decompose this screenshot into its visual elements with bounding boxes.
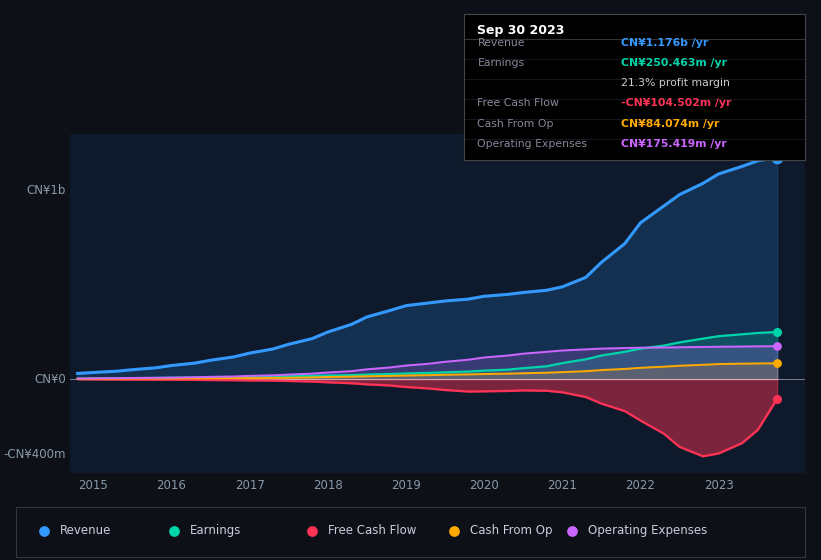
Point xyxy=(771,342,784,351)
Point xyxy=(771,153,784,162)
Text: Operating Expenses: Operating Expenses xyxy=(478,139,588,149)
Text: CN¥84.074m /yr: CN¥84.074m /yr xyxy=(621,119,719,129)
Text: Cash From Op: Cash From Op xyxy=(478,119,554,129)
Point xyxy=(566,526,579,535)
Text: -CN¥104.502m /yr: -CN¥104.502m /yr xyxy=(621,99,731,109)
Text: Free Cash Flow: Free Cash Flow xyxy=(478,99,559,109)
Text: CN¥1.176b /yr: CN¥1.176b /yr xyxy=(621,38,708,48)
Point xyxy=(167,526,181,535)
Point xyxy=(771,359,784,368)
Text: -CN¥400m: -CN¥400m xyxy=(3,448,67,461)
Text: CN¥175.419m /yr: CN¥175.419m /yr xyxy=(621,139,727,149)
Point xyxy=(771,394,784,403)
Point xyxy=(447,526,461,535)
Text: CN¥1b: CN¥1b xyxy=(27,184,67,197)
Text: Earnings: Earnings xyxy=(478,58,525,68)
Text: CN¥250.463m /yr: CN¥250.463m /yr xyxy=(621,58,727,68)
Point xyxy=(38,526,51,535)
Text: Sep 30 2023: Sep 30 2023 xyxy=(478,24,565,37)
Text: Earnings: Earnings xyxy=(190,525,241,538)
Text: 21.3% profit margin: 21.3% profit margin xyxy=(621,78,730,88)
Text: CN¥0: CN¥0 xyxy=(34,372,67,386)
Text: Operating Expenses: Operating Expenses xyxy=(588,525,707,538)
Text: Free Cash Flow: Free Cash Flow xyxy=(328,525,416,538)
Text: Cash From Op: Cash From Op xyxy=(470,525,552,538)
Text: Revenue: Revenue xyxy=(478,38,525,48)
Point xyxy=(305,526,319,535)
Point xyxy=(771,328,784,337)
Text: Revenue: Revenue xyxy=(60,525,111,538)
